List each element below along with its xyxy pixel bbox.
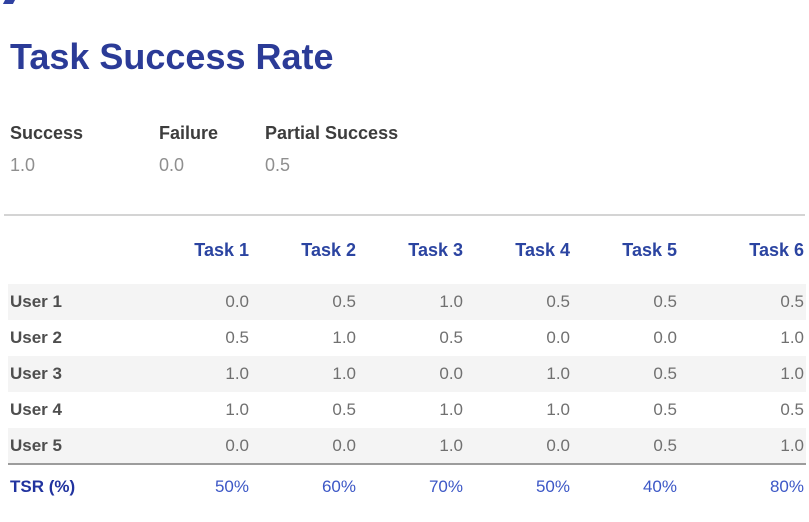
- row-label-user-1: User 1: [10, 292, 62, 312]
- cell-user-1-task-2: 0.5: [332, 292, 356, 312]
- cell-user-3-task-2: 1.0: [332, 364, 356, 384]
- cell-user-4-task-6: 0.5: [780, 400, 804, 420]
- legend-item-success: Success 1.0: [10, 123, 159, 176]
- row-label-user-5: User 5: [10, 435, 62, 455]
- cell-user-2-task-3: 0.5: [439, 328, 463, 348]
- legend: Success 1.0 Failure 0.0 Partial Success …: [10, 123, 809, 176]
- cell-user-1-task-6: 0.5: [780, 292, 804, 312]
- legend-label-failure: Failure: [159, 123, 219, 144]
- cell-user-3-task-1: 1.0: [225, 364, 249, 384]
- tsr-value-task-2: 60%: [321, 476, 356, 496]
- corner-mark: [2, 0, 16, 4]
- cell-user-2-task-6: 1.0: [780, 328, 804, 348]
- cell-user-3-task-6: 1.0: [780, 364, 804, 384]
- header-row: Task 1 Task 2 Task 3 Task 4 Task 5 Task …: [8, 216, 806, 284]
- corner-cell: [8, 216, 144, 284]
- page-title: Task Success Rate: [10, 36, 334, 77]
- row-label-user-4: User 4: [10, 400, 62, 420]
- tsr-label: TSR (%): [10, 476, 76, 496]
- tsr-summary-row: TSR (%) 50% 60% 70% 50% 40% 80%: [8, 464, 806, 508]
- row-label-user-3: User 3: [10, 364, 62, 384]
- cell-user-5-task-6: 1.0: [780, 435, 804, 455]
- cell-user-4-task-4: 1.0: [546, 400, 570, 420]
- cell-user-4-task-1: 1.0: [225, 400, 249, 420]
- column-header-task-5: Task 5: [622, 239, 677, 260]
- cell-user-2-task-5: 0.0: [653, 328, 677, 348]
- table-row-user-3: User 3 1.0 1.0 0.0 1.0 0.5 1.0: [8, 356, 806, 393]
- legend-value-failure: 0.0: [159, 155, 185, 176]
- legend-value-partial-success: 0.5: [265, 155, 291, 176]
- table-row-user-2: User 2 0.5 1.0 0.5 0.0 0.0 1.0: [8, 320, 806, 356]
- cell-user-5-task-2: 0.0: [332, 435, 356, 455]
- column-header-task-1: Task 1: [194, 239, 249, 260]
- table-row-user-5: User 5 0.0 0.0 1.0 0.0 0.5 1.0: [8, 428, 806, 465]
- legend-item-failure: Failure 0.0: [159, 123, 265, 176]
- cell-user-2-task-4: 0.0: [546, 328, 570, 348]
- cell-user-5-task-5: 0.5: [653, 435, 677, 455]
- tsr-value-task-5: 40%: [642, 476, 677, 496]
- legend-label-partial-success: Partial Success: [265, 123, 399, 144]
- legend-label-success: Success: [10, 123, 84, 144]
- legend-item-partial-success: Partial Success 0.5: [265, 123, 398, 176]
- cell-user-5-task-3: 1.0: [439, 435, 463, 455]
- table-row-user-1: User 1 0.0 0.5 1.0 0.5 0.5 0.5: [8, 284, 806, 321]
- column-header-task-3: Task 3: [408, 239, 463, 260]
- legend-value-success: 1.0: [10, 155, 36, 176]
- cell-user-1-task-5: 0.5: [653, 292, 677, 312]
- cell-user-4-task-5: 0.5: [653, 400, 677, 420]
- cell-user-3-task-4: 1.0: [546, 364, 570, 384]
- cell-user-5-task-4: 0.0: [546, 435, 570, 455]
- cell-user-2-task-1: 0.5: [225, 328, 249, 348]
- column-header-task-4: Task 4: [515, 239, 570, 260]
- cell-user-4-task-3: 1.0: [439, 400, 463, 420]
- tsr-table: Task 1 Task 2 Task 3 Task 4 Task 5 Task …: [8, 216, 806, 508]
- table-row-user-4: User 4 1.0 0.5 1.0 1.0 0.5 0.5: [8, 392, 806, 428]
- tsr-value-task-1: 50%: [214, 476, 249, 496]
- cell-user-1-task-4: 0.5: [546, 292, 570, 312]
- cell-user-5-task-1: 0.0: [225, 435, 249, 455]
- column-header-task-2: Task 2: [301, 239, 356, 260]
- tsr-value-task-3: 70%: [428, 476, 463, 496]
- cell-user-3-task-5: 0.5: [653, 364, 677, 384]
- column-header-task-6: Task 6: [749, 239, 804, 260]
- tsr-value-task-4: 50%: [535, 476, 570, 496]
- row-label-user-2: User 2: [10, 328, 62, 348]
- legend-table-divider: [4, 214, 805, 217]
- cell-user-1-task-1: 0.0: [225, 292, 249, 312]
- cell-user-1-task-3: 1.0: [439, 292, 463, 312]
- cell-user-2-task-2: 1.0: [332, 328, 356, 348]
- tsr-value-task-6: 80%: [769, 476, 804, 496]
- cell-user-4-task-2: 0.5: [332, 400, 356, 420]
- cell-user-3-task-3: 0.0: [439, 364, 463, 384]
